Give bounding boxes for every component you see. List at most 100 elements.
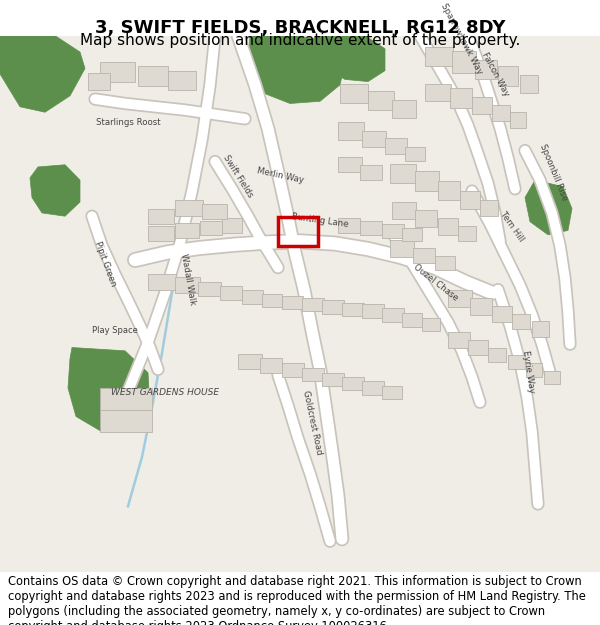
Text: Falcon Way: Falcon Way: [479, 51, 511, 98]
Text: Contains OS data © Crown copyright and database right 2021. This information is : Contains OS data © Crown copyright and d…: [8, 575, 586, 625]
Polygon shape: [452, 51, 476, 73]
Polygon shape: [220, 286, 242, 301]
Polygon shape: [322, 372, 344, 386]
Polygon shape: [475, 60, 497, 79]
Polygon shape: [392, 202, 416, 219]
Polygon shape: [282, 363, 304, 377]
Polygon shape: [100, 62, 135, 82]
Polygon shape: [520, 75, 538, 92]
Polygon shape: [425, 84, 451, 101]
Polygon shape: [512, 314, 530, 329]
Polygon shape: [100, 388, 152, 410]
Polygon shape: [200, 221, 222, 235]
Polygon shape: [362, 381, 384, 394]
Polygon shape: [148, 274, 176, 289]
Polygon shape: [175, 278, 200, 292]
Polygon shape: [148, 226, 174, 241]
Text: WEST GARDENS HOUSE: WEST GARDENS HOUSE: [111, 388, 219, 397]
Polygon shape: [362, 131, 386, 148]
Polygon shape: [168, 71, 196, 91]
Polygon shape: [340, 84, 368, 104]
Polygon shape: [385, 139, 407, 154]
Polygon shape: [338, 122, 364, 139]
Polygon shape: [248, 36, 345, 104]
Polygon shape: [382, 224, 404, 238]
Polygon shape: [68, 348, 150, 432]
Polygon shape: [262, 294, 282, 307]
Polygon shape: [175, 200, 203, 216]
Polygon shape: [302, 298, 324, 311]
Polygon shape: [498, 66, 518, 86]
Polygon shape: [438, 218, 458, 235]
Polygon shape: [0, 36, 85, 112]
Text: Spoonbill Rise: Spoonbill Rise: [538, 142, 569, 202]
Polygon shape: [480, 200, 498, 216]
Polygon shape: [0, 36, 600, 572]
Polygon shape: [148, 209, 174, 224]
Polygon shape: [175, 222, 199, 238]
Text: Goldcrest Road: Goldcrest Road: [301, 390, 323, 456]
Polygon shape: [338, 157, 362, 172]
Polygon shape: [525, 180, 572, 235]
Polygon shape: [202, 204, 227, 219]
Polygon shape: [413, 248, 435, 263]
Polygon shape: [448, 332, 470, 348]
Polygon shape: [392, 100, 416, 118]
Polygon shape: [458, 226, 476, 241]
Polygon shape: [435, 256, 455, 270]
Polygon shape: [312, 36, 385, 82]
Polygon shape: [402, 312, 422, 327]
Polygon shape: [450, 88, 472, 108]
Polygon shape: [526, 363, 542, 377]
Polygon shape: [460, 191, 480, 209]
Polygon shape: [492, 306, 512, 322]
Polygon shape: [342, 377, 364, 390]
Polygon shape: [422, 318, 440, 331]
Polygon shape: [382, 386, 402, 399]
Polygon shape: [438, 181, 460, 200]
Polygon shape: [242, 289, 263, 304]
Text: 3, SWIFT FIELDS, BRACKNELL, RG12 8DY: 3, SWIFT FIELDS, BRACKNELL, RG12 8DY: [95, 19, 505, 37]
Polygon shape: [88, 73, 110, 91]
Polygon shape: [322, 301, 344, 314]
Polygon shape: [382, 308, 404, 322]
Text: Merlin Way: Merlin Way: [256, 167, 304, 186]
Text: Pipit Green: Pipit Green: [92, 239, 118, 287]
Text: Starlings Roost: Starlings Roost: [95, 118, 160, 127]
Polygon shape: [30, 165, 80, 216]
Polygon shape: [360, 165, 382, 180]
Polygon shape: [510, 112, 526, 128]
Text: Bunting Lane: Bunting Lane: [291, 213, 349, 229]
Polygon shape: [198, 282, 221, 296]
Polygon shape: [468, 340, 488, 355]
Polygon shape: [282, 296, 303, 309]
Polygon shape: [390, 240, 414, 257]
Text: Ouzel Chase: Ouzel Chase: [412, 262, 460, 302]
Polygon shape: [405, 148, 425, 161]
Bar: [278, 217, 318, 246]
Text: Play Space: Play Space: [92, 326, 138, 335]
Polygon shape: [492, 104, 510, 121]
Polygon shape: [544, 371, 560, 384]
Polygon shape: [448, 289, 472, 307]
Text: Sparrowhawk Way: Sparrowhawk Way: [439, 2, 485, 76]
Polygon shape: [368, 91, 394, 110]
Polygon shape: [488, 348, 506, 362]
Text: Tern Hill: Tern Hill: [499, 210, 526, 243]
Polygon shape: [362, 304, 384, 318]
Polygon shape: [390, 164, 416, 183]
Polygon shape: [532, 321, 549, 337]
Polygon shape: [508, 355, 525, 369]
Text: Eyrie Way: Eyrie Way: [521, 349, 535, 393]
Polygon shape: [100, 410, 152, 432]
Polygon shape: [415, 209, 437, 227]
Text: Map shows position and indicative extent of the property.: Map shows position and indicative extent…: [80, 33, 520, 48]
Polygon shape: [222, 218, 242, 232]
Polygon shape: [470, 298, 492, 315]
Polygon shape: [138, 66, 168, 86]
Polygon shape: [360, 221, 382, 235]
Polygon shape: [260, 359, 282, 372]
Polygon shape: [472, 97, 492, 114]
Polygon shape: [338, 218, 360, 232]
Polygon shape: [302, 368, 324, 381]
